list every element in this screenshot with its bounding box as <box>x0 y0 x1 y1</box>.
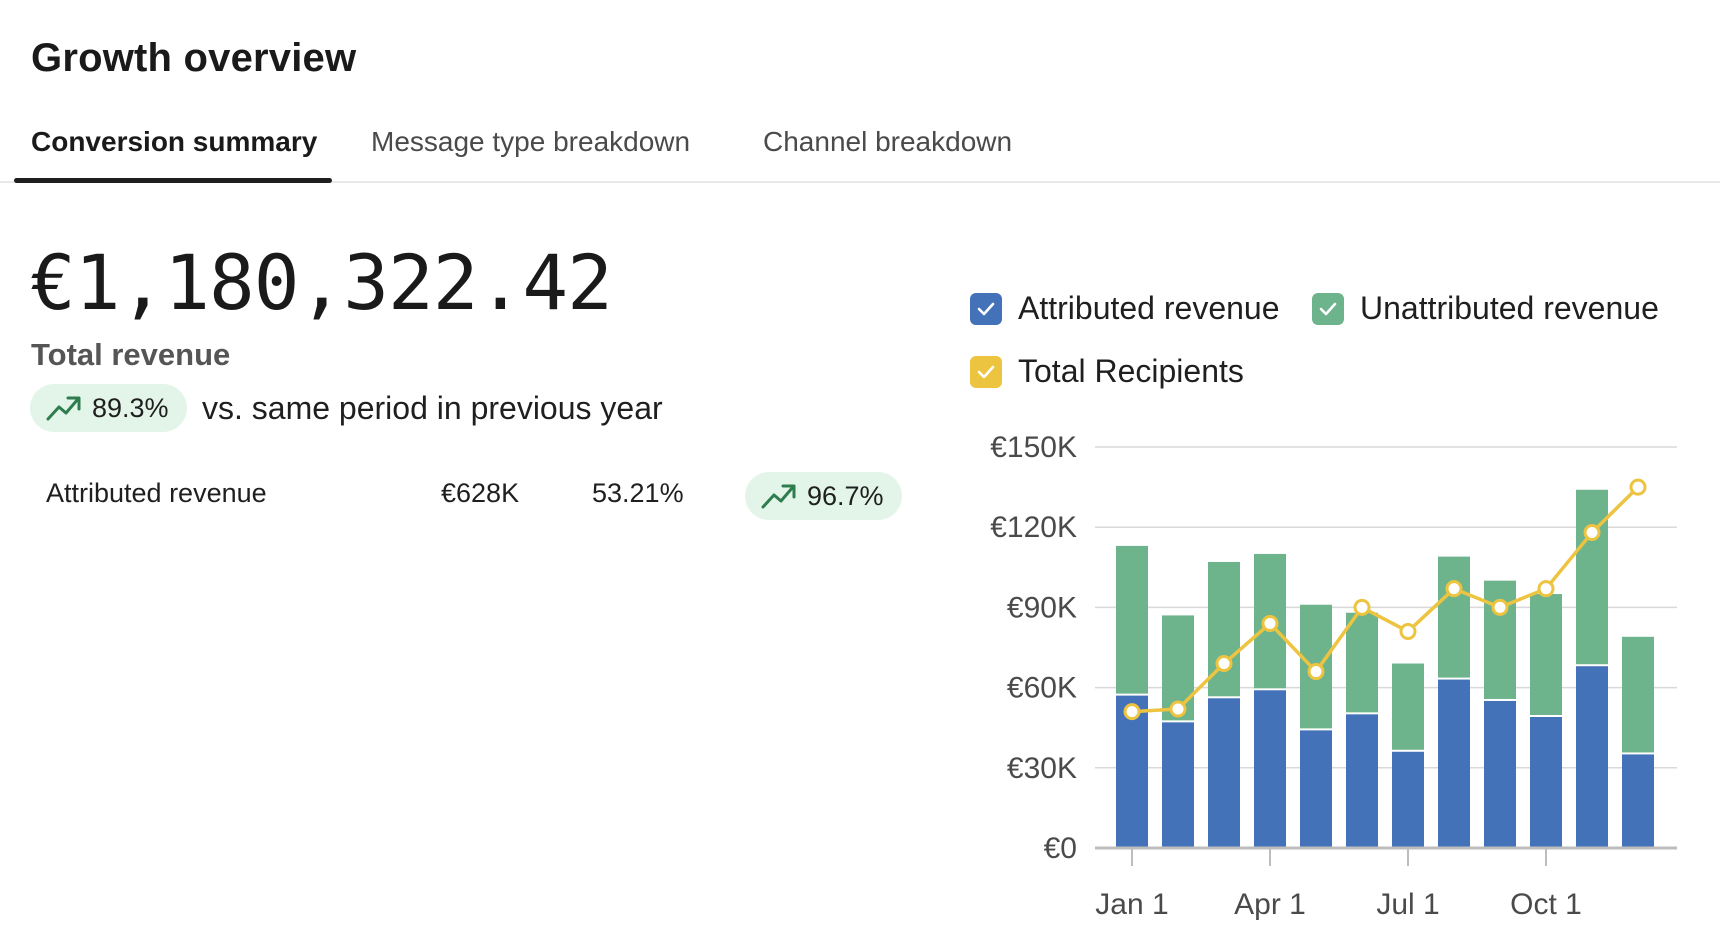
trending-up-icon <box>761 484 796 509</box>
bar-attributed-revenue <box>1300 730 1332 848</box>
bar-attributed-revenue <box>1116 695 1148 848</box>
tab-message-type-breakdown[interactable]: Message type breakdown <box>371 126 691 157</box>
bar-unattributed-revenue <box>1484 580 1516 699</box>
y-tick-label: €120K <box>990 511 1077 544</box>
bar-attributed-revenue <box>1208 698 1240 848</box>
check-icon[interactable] <box>1312 292 1344 325</box>
point-total-recipients <box>1307 663 1325 681</box>
trend-value: 96.7% <box>807 480 884 511</box>
bar-attributed-revenue <box>1438 679 1470 848</box>
point-total-recipients <box>1123 703 1141 721</box>
breakdown-row-amount: €628K <box>441 478 520 508</box>
bar-attributed-revenue <box>1162 722 1194 848</box>
bar-attributed-revenue <box>1530 717 1562 848</box>
revenue-chart: €0 €30K €60K €90K €120K €150K Jan 1 Apr 1 Jul 1 O… <box>990 431 1677 921</box>
legend-label: Attributed revenue <box>1018 290 1280 326</box>
check-icon[interactable] <box>970 292 1002 325</box>
y-tick-label: €90K <box>1007 591 1077 624</box>
point-total-recipients <box>1399 622 1417 640</box>
bar-unattributed-revenue <box>1576 489 1608 665</box>
point-total-recipients <box>1169 700 1187 718</box>
point-total-recipients <box>1353 598 1371 616</box>
line-total-recipients <box>1131 485 1640 714</box>
tab-conversion-summary[interactable]: Conversion summary <box>31 126 318 157</box>
total-revenue-value: €1,180,322.42 <box>30 238 613 327</box>
comparison-text: vs. same period in previous year <box>202 390 663 426</box>
y-tick-label: €0 <box>1044 832 1077 865</box>
page-title: Growth overview <box>31 36 357 80</box>
point-total-recipients <box>1215 655 1233 673</box>
legend-attributed-revenue[interactable]: Attributed revenue <box>970 290 1280 327</box>
breakdown-row-share: 53.21% <box>592 478 684 508</box>
breakdown-row-label: Attributed revenue <box>46 478 267 508</box>
bar-unattributed-revenue <box>1622 636 1654 753</box>
point-total-recipients <box>1261 614 1279 632</box>
bar-attributed-revenue <box>1392 751 1424 848</box>
x-tick-label: Jul 1 <box>1376 888 1439 921</box>
bar-attributed-revenue <box>1346 714 1378 848</box>
trend-value: 89.3% <box>92 392 169 423</box>
tab-channel-breakdown[interactable]: Channel breakdown <box>763 126 1013 157</box>
bar-unattributed-revenue <box>1346 612 1378 713</box>
point-total-recipients <box>1629 478 1647 496</box>
y-tick-label: €150K <box>990 431 1077 464</box>
y-tick-label: €30K <box>1007 752 1077 785</box>
active-tab-indicator <box>14 178 332 183</box>
legend-label: Unattributed revenue <box>1360 290 1659 326</box>
x-tick-label: Jan 1 <box>1095 888 1168 921</box>
point-total-recipients <box>1445 580 1463 598</box>
point-total-recipients <box>1491 598 1509 616</box>
legend-unattributed-revenue[interactable]: Unattributed revenue <box>1312 290 1659 327</box>
trending-up-icon <box>46 396 81 421</box>
y-tick-label: €60K <box>1007 672 1077 705</box>
bar-unattributed-revenue <box>1530 594 1562 716</box>
total-revenue-trend-badge: 89.3% <box>30 384 187 432</box>
legend-label: Total Recipients <box>1018 353 1244 389</box>
check-icon[interactable] <box>970 355 1002 388</box>
x-tick-label: Oct 1 <box>1510 888 1582 921</box>
bar-unattributed-revenue <box>1116 545 1148 694</box>
breakdown-row-trend-badge: 96.7% <box>745 472 902 520</box>
bar-attributed-revenue <box>1622 754 1654 848</box>
bar-unattributed-revenue <box>1392 663 1424 750</box>
bar-attributed-revenue <box>1484 700 1516 848</box>
bar-unattributed-revenue <box>1438 556 1470 678</box>
total-revenue-label: Total revenue <box>31 337 231 372</box>
bar-attributed-revenue <box>1576 666 1608 848</box>
tab-bar: Conversion summary Message type breakdow… <box>0 112 1720 183</box>
point-total-recipients <box>1583 524 1601 542</box>
legend-total-recipients[interactable]: Total Recipients <box>970 353 1244 390</box>
point-total-recipients <box>1537 580 1555 598</box>
bar-attributed-revenue <box>1254 690 1286 848</box>
x-tick-label: Apr 1 <box>1234 888 1306 921</box>
